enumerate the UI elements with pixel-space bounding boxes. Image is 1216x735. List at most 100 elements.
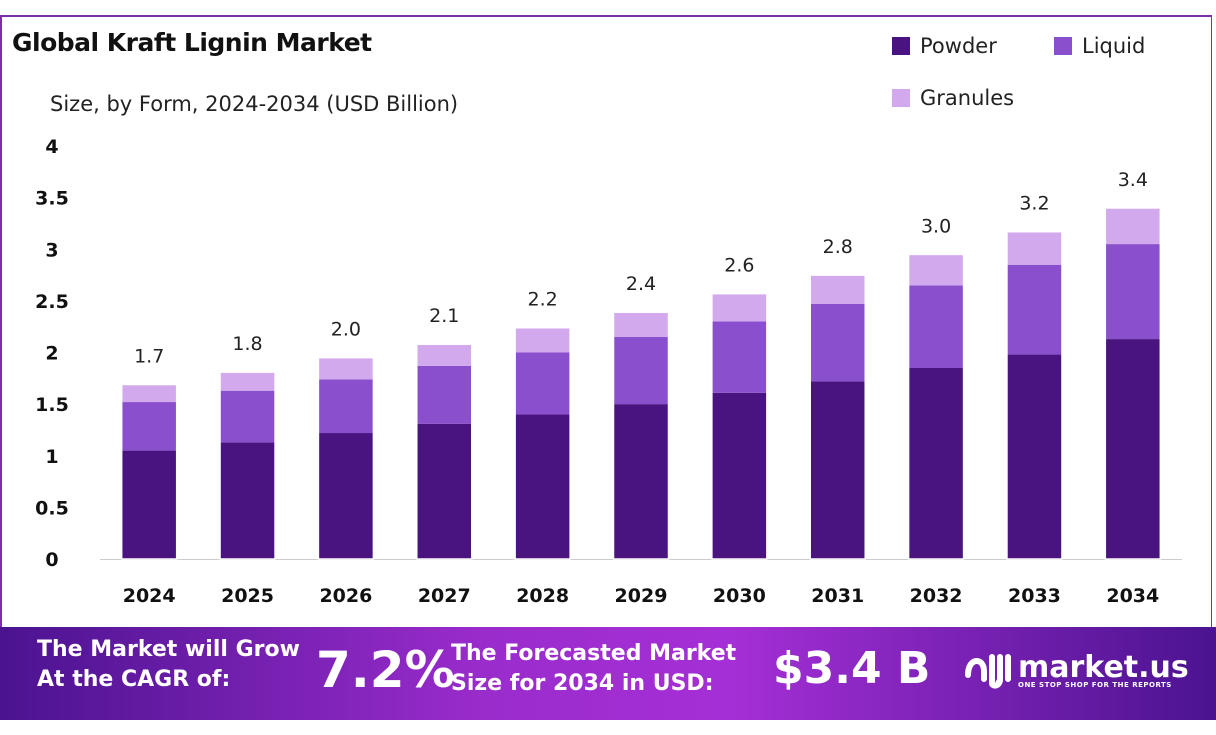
bar-segment-liquid-2031 [810,303,866,382]
bar-segment-powder-2034 [1105,339,1161,559]
x-tick-label: 2024 [123,585,176,607]
x-tick-label: 2029 [615,585,668,607]
chart-plot: 0 0.5 1 1.5 2 2.5 3 3.5 4 1.7 2024 1.8 2025 2.0 2026 2.… [35,136,1182,607]
brand-logo-icon [965,654,1011,689]
chart-title: Global Kraft Lignin Market [12,28,372,57]
x-tick-label: 2027 [418,585,471,607]
cagr-label: The Market will Grow At the CAGR of: [37,635,300,695]
bar-segment-granules-2026 [318,357,374,380]
x-tick-label: 2031 [811,585,864,607]
bar-segment-powder-2032 [908,367,964,559]
bar-segment-liquid-2026 [318,379,374,434]
bar-segment-granules-2034 [1105,207,1161,245]
cagr-label-line2: At the CAGR of: [37,667,231,692]
legend-liquid: Liquid [1054,34,1145,58]
bar-segment-liquid-2025 [220,390,276,443]
bar-segment-liquid-2034 [1105,244,1161,340]
bar-segment-granules-2030 [711,293,767,322]
bar-segment-granules-2031 [810,275,866,304]
bar-segment-powder-2025 [220,442,276,559]
total-label: 3.0 [921,215,951,237]
total-label: 3.4 [1118,169,1148,191]
y-tick-label: 1.5 [35,394,69,416]
forecast-label-line2: Size for 2034 in USD: [451,671,714,696]
bar-segment-granules-2033 [1006,231,1062,265]
total-label: 2.4 [626,273,656,295]
legend-label: Powder [920,34,997,58]
x-tick-label: 2033 [1008,585,1061,607]
legend-label: Granules [920,86,1015,110]
bar-segment-powder-2031 [810,381,866,559]
cagr-value: 7.2% [316,641,455,699]
x-tick-label: 2028 [516,585,569,607]
bar-segment-powder-2026 [318,433,374,559]
cagr-label-line1: The Market will Grow [37,637,300,662]
bar-segment-powder-2027 [416,423,472,559]
legend-label: Liquid [1082,34,1146,58]
legend-swatch-granules [892,89,910,107]
total-label: 2.8 [823,236,853,258]
legend-swatch-liquid [1054,37,1072,55]
bar-segment-granules-2024 [121,384,177,403]
bar-segment-granules-2025 [220,372,276,391]
total-label: 2.0 [331,319,361,341]
bar-segment-powder-2029 [613,404,669,559]
total-label: 2.6 [724,255,754,277]
bar-segment-powder-2030 [711,392,767,559]
legend-granules: Granules [892,86,1014,110]
forecast-label-line1: The Forecasted Market [451,641,737,666]
bar-segment-granules-2029 [613,312,669,338]
bar-segment-granules-2028 [515,327,571,353]
x-tick-label: 2025 [221,585,274,607]
y-tick-label: 3 [45,239,58,261]
legend-powder: Powder [892,34,997,58]
y-tick-label: 1 [45,446,58,468]
x-tick-label: 2030 [713,585,766,607]
bar-segment-liquid-2033 [1006,264,1062,355]
bar-segment-liquid-2029 [613,337,669,405]
y-tick-label: 2 [45,343,58,365]
bar-segment-powder-2033 [1006,354,1062,559]
total-label: 1.7 [134,346,164,368]
total-label: 1.8 [232,333,262,355]
bar-outline-2031 [809,274,866,560]
bar-segment-liquid-2024 [121,402,177,451]
bar-outline-2027 [416,343,473,560]
bar-segment-granules-2032 [908,254,964,286]
bar-segment-liquid-2028 [515,352,571,415]
brand-tagline: ONE STOP SHOP FOR THE REPORTS [1018,680,1172,689]
bar-outline-2026 [317,356,375,560]
bar-outline-2033 [1006,230,1063,560]
brand-logo: market.us ONE STOP SHOP FOR THE REPORTS [962,649,1189,689]
x-tick-label: 2034 [1106,585,1159,607]
y-tick-label: 3.5 [35,188,69,210]
x-tick-label: 2026 [319,585,372,607]
bar-segment-powder-2024 [121,450,177,559]
bar-outline-2028 [514,326,571,560]
y-tick-label: 0.5 [35,497,69,519]
chart-subtitle: Size, by Form, 2024-2034 (USD Billion) [50,92,459,116]
total-label: 2.2 [528,289,558,311]
brand-name: market.us [1018,649,1189,685]
bar-segment-granules-2027 [416,344,472,366]
x-tick-label: 2032 [910,585,963,607]
y-tick-label: 4 [45,136,58,158]
bar-segment-powder-2028 [515,414,571,559]
bar-segment-liquid-2030 [711,321,767,393]
y-tick-label: 0 [45,549,58,571]
bar-outline-2034 [1104,207,1162,560]
forecast-value: $3.4 B [773,643,931,694]
footer-banner: The Market will Grow At the CAGR of: 7.2%… [0,627,1216,720]
bar-outline-2024 [120,383,178,560]
total-label: 2.1 [429,305,459,327]
y-tick-label: 2.5 [35,291,69,313]
bar-outline-2029 [612,311,670,560]
chart-frame [0,15,1212,627]
bar-outline-2032 [907,253,965,560]
bar-outline-2030 [711,292,768,560]
bar-outline-2025 [219,371,276,560]
legend-swatch-powder [892,37,910,55]
bar-segment-liquid-2027 [416,365,472,424]
bar-segment-liquid-2032 [908,285,964,368]
forecast-label: The Forecasted Market Size for 2034 in US… [451,639,736,699]
